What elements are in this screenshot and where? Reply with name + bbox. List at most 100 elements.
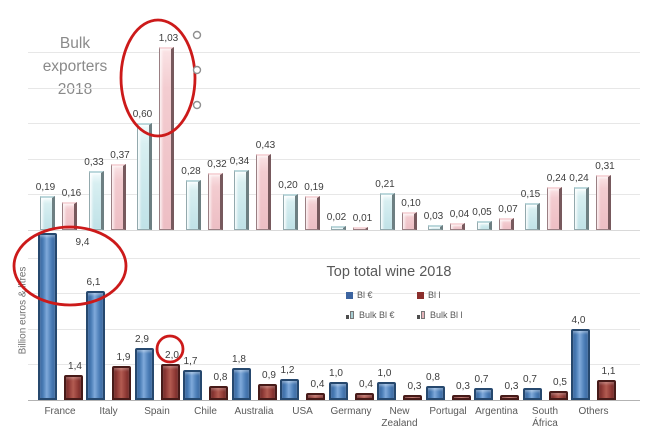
bulk-chart-title: Bulk exporters 2018 bbox=[42, 35, 108, 98]
value-label-bulk-bl-l-usa: 0,19 bbox=[304, 182, 324, 194]
bar-bulk-bl-l-france bbox=[62, 201, 77, 230]
category-label-germany: Germany bbox=[330, 406, 372, 417]
category-label-portugal: Portugal bbox=[429, 406, 467, 417]
bar-bulk-bl-l-germany bbox=[353, 227, 368, 230]
value-label-bl--new-zealand: 1,0 bbox=[377, 368, 392, 380]
handle-circle-icon bbox=[192, 30, 202, 40]
bar-bulk-bl--france bbox=[40, 196, 55, 230]
category-label-italy: Italy bbox=[99, 406, 118, 417]
bar-bl-l-chile bbox=[209, 385, 228, 400]
gridline bbox=[28, 158, 640, 160]
value-label-bulk-bl--portugal: 0,03 bbox=[423, 210, 444, 222]
category-label-others: Others bbox=[578, 406, 609, 417]
category-label-chile: Chile bbox=[194, 406, 217, 417]
value-label-bl-l-chile: 0,8 bbox=[213, 371, 228, 383]
value-label-bl-l-new-zealand: 0,3 bbox=[407, 380, 422, 392]
value-label-bulk-bl-l-france: 0,16 bbox=[61, 187, 82, 199]
value-label-bulk-bl-l-chile: 0,32 bbox=[207, 159, 227, 170]
legend-label: Bulk Bl € bbox=[359, 310, 395, 320]
category-label-new-zealand: New Zealand bbox=[381, 406, 418, 429]
category-label-usa: USA bbox=[292, 406, 313, 417]
value-label-bulk-bl-l-germany: 0,01 bbox=[352, 213, 373, 224]
value-label-bulk-bl-l-south-frica: 0,24 bbox=[546, 173, 567, 185]
legend-marker-bar-small bbox=[417, 315, 420, 319]
bar-bulk-bl-l-argentina bbox=[498, 217, 514, 230]
bar-bulk-bl--argentina bbox=[476, 221, 492, 230]
gridline bbox=[28, 52, 640, 53]
value-label-bulk-bl-l-portugal: 0,04 bbox=[449, 208, 470, 220]
value-label-bl-l-portugal: 0,3 bbox=[456, 380, 470, 392]
bar-bulk-bl--usa bbox=[282, 194, 298, 230]
value-label-bulk-bl--argentina: 0,05 bbox=[472, 207, 492, 219]
gridline bbox=[28, 328, 640, 330]
value-label-bulk-bl-l-others: 0,31 bbox=[595, 160, 615, 172]
value-label-bl--germany: 1,0 bbox=[329, 368, 343, 380]
gridline bbox=[28, 293, 640, 295]
value-label-bl--spain: 2,9 bbox=[135, 334, 149, 346]
bar-bl-l-new-zealand bbox=[403, 394, 422, 400]
legend-item-bulk-bl-l: Bulk Bl l bbox=[417, 310, 463, 320]
value-label-bl--australia: 1,8 bbox=[232, 354, 246, 365]
bar-bl--australia bbox=[231, 368, 251, 400]
value-label-bl--argentina: 0,7 bbox=[474, 373, 489, 385]
value-label-bulk-bl--new-zealand: 0,21 bbox=[375, 178, 395, 190]
bar-bulk-bl-l-chile bbox=[207, 173, 223, 230]
bar-bulk-bl-l-others bbox=[595, 174, 611, 230]
bar-bl--argentina bbox=[474, 387, 493, 400]
value-label-bl--portugal: 0,8 bbox=[426, 371, 440, 383]
bar-bl--new-zealand bbox=[377, 382, 396, 400]
bar-bulk-bl--south-frica bbox=[525, 203, 540, 230]
bar-bulk-bl-l-portugal bbox=[450, 222, 465, 230]
legend-label: Bl € bbox=[357, 290, 373, 300]
bar-bulk-bl--chile bbox=[185, 180, 201, 230]
gridline bbox=[28, 194, 640, 196]
gridline bbox=[28, 87, 640, 89]
value-label-bulk-bl--germany: 0,02 bbox=[326, 212, 347, 224]
legend-item-bulk-bl-: Bulk Bl € bbox=[346, 310, 395, 320]
x-axis-line bbox=[28, 400, 640, 401]
x-axis-line bbox=[28, 230, 640, 231]
bar-bl--spain bbox=[134, 348, 154, 400]
bar-bl-l-portugal bbox=[451, 394, 471, 400]
value-label-bulk-bl--usa: 0,20 bbox=[278, 180, 298, 192]
bar-bl-l-italy bbox=[112, 366, 131, 400]
bar-bulk-bl--new-zealand bbox=[379, 192, 395, 230]
category-label-south-frica: South África bbox=[531, 406, 559, 429]
bar-bl--others bbox=[571, 328, 590, 400]
value-label-bl--italy: 6,1 bbox=[86, 277, 101, 289]
bar-bulk-bl--spain bbox=[137, 123, 152, 230]
value-label-bl-l-france: 1,4 bbox=[68, 361, 82, 373]
bar-bl-l-germany bbox=[354, 392, 374, 400]
bar-bl-l-spain bbox=[160, 364, 180, 400]
wine-chart-title: Top total wine 2018 bbox=[326, 264, 452, 280]
bar-bl-l-others bbox=[597, 380, 616, 400]
value-label-bl--usa: 1,2 bbox=[280, 364, 295, 376]
value-label-bulk-bl--spain: 0,60 bbox=[132, 109, 153, 121]
legend-marker-bulk-bl-l bbox=[417, 311, 426, 319]
bar-bl-l-argentina bbox=[500, 394, 519, 400]
bar-bl-l-australia bbox=[257, 384, 277, 400]
value-label-bl--chile: 1,7 bbox=[183, 355, 198, 367]
legend-label: Bl l bbox=[428, 290, 441, 300]
bar-bulk-bl-l-usa bbox=[304, 196, 320, 230]
value-label-bulk-bl--france: 0,19 bbox=[35, 182, 56, 194]
value-label-bulk-bl--chile: 0,28 bbox=[181, 166, 201, 178]
bar-bulk-bl-l-spain bbox=[159, 46, 174, 230]
value-label-bl-l-south-frica: 0,5 bbox=[553, 377, 567, 389]
legend-item-bl-: Bl € bbox=[346, 290, 373, 300]
category-label-argentina: Argentina bbox=[475, 406, 518, 417]
bar-bulk-bl-l-south-frica bbox=[547, 187, 562, 230]
bar-bl-l-france bbox=[63, 375, 83, 400]
bar-bl--france bbox=[37, 232, 57, 400]
bar-bulk-bl-l-italy bbox=[110, 164, 126, 230]
value-label-bl-l-others: 1,1 bbox=[601, 366, 616, 378]
bar-bulk-bl-l-australia bbox=[256, 153, 271, 230]
handle-circle-icon bbox=[192, 100, 202, 110]
legend-marker-bar-small bbox=[346, 315, 349, 319]
legend-marker-bl-l bbox=[417, 291, 424, 299]
value-label-bl--south-frica: 0,7 bbox=[523, 373, 537, 385]
gridline bbox=[28, 364, 640, 366]
gridline bbox=[28, 257, 640, 259]
bar-bulk-bl--others bbox=[573, 187, 589, 230]
